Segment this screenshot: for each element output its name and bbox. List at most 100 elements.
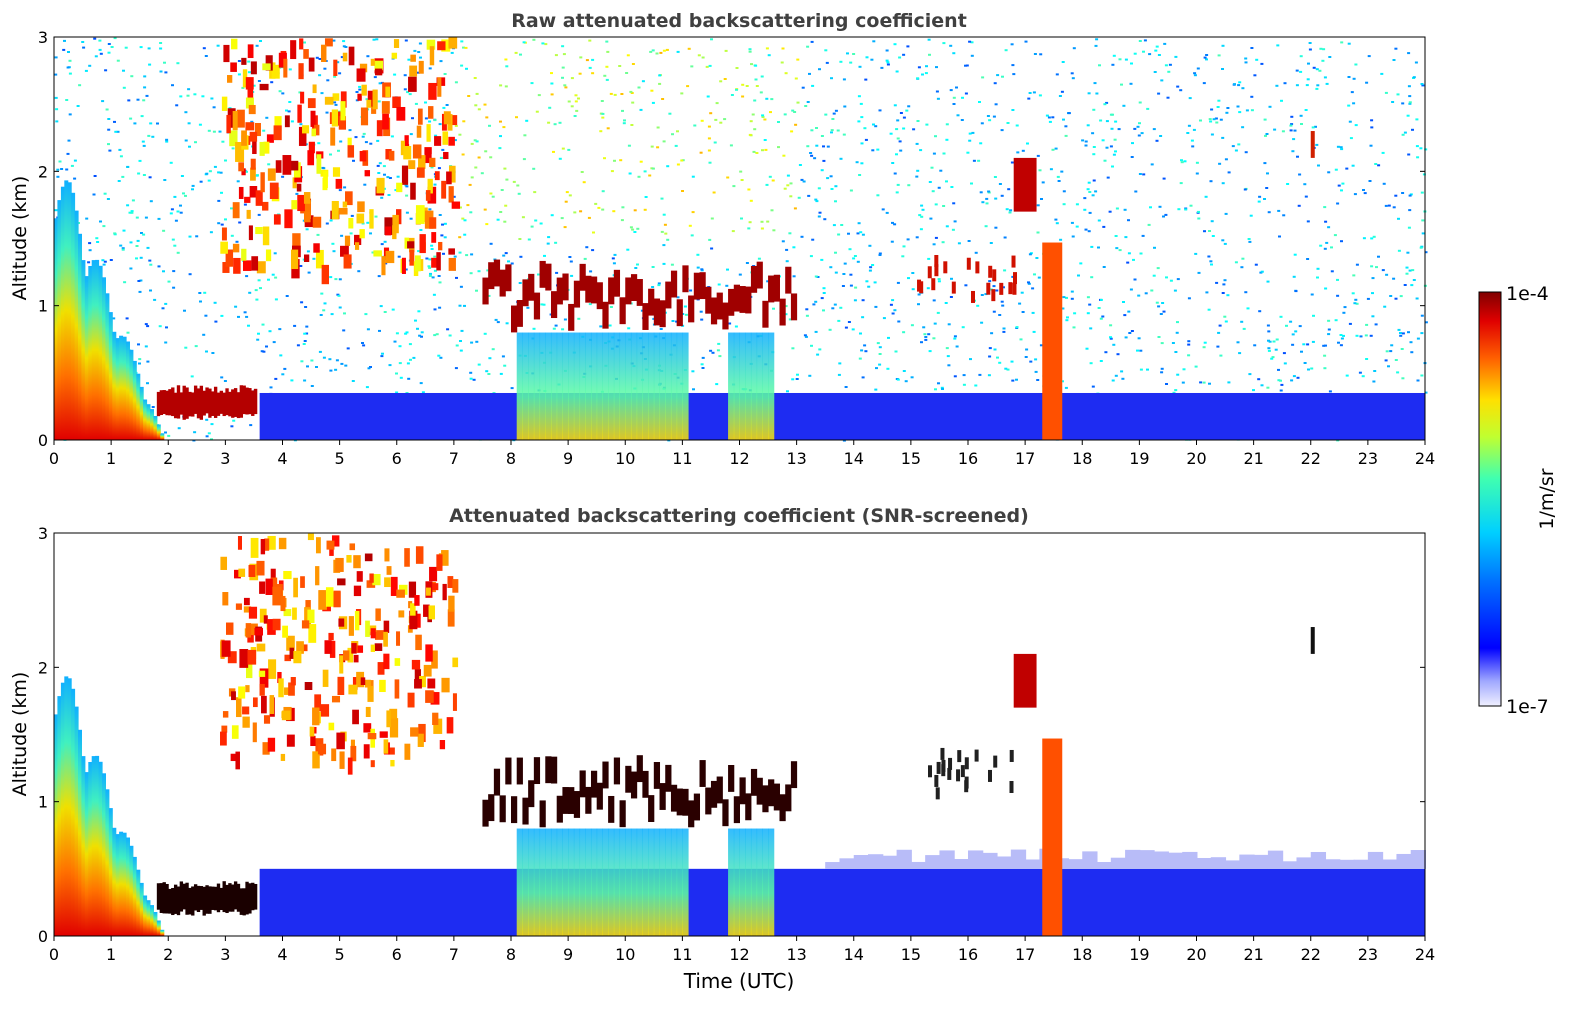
noise-speckle <box>800 178 804 181</box>
noise-speckle <box>749 199 753 202</box>
cloud-cell <box>325 587 334 607</box>
noise-speckle <box>104 69 108 72</box>
noise-speckle <box>860 142 864 145</box>
cloud-cell <box>360 107 369 126</box>
noise-speckle <box>741 95 745 98</box>
noise-speckle <box>817 215 821 218</box>
boundary-layer-fringe <box>1125 849 1141 869</box>
noise-speckle <box>753 99 757 102</box>
noise-speckle <box>303 332 307 335</box>
noise-speckle <box>905 109 909 112</box>
boundary-layer-fringe <box>968 850 984 869</box>
noise-speckle <box>179 211 183 214</box>
noise-speckle <box>886 367 890 370</box>
noise-speckle <box>173 195 177 198</box>
noise-speckle <box>1195 161 1199 164</box>
cloud-cell <box>383 620 390 633</box>
noise-speckle <box>1154 49 1158 52</box>
cloud-cell <box>396 589 405 598</box>
cloud-patch <box>934 254 939 267</box>
noise-speckle <box>1241 126 1245 129</box>
low-aerosol-layer <box>236 883 241 912</box>
cloud-cell <box>429 566 438 582</box>
cloud-cell <box>263 141 270 154</box>
low-aerosol-layer <box>159 390 164 416</box>
noise-speckle <box>103 260 107 263</box>
noise-speckle <box>262 350 266 353</box>
cloud-layer-cell <box>539 800 546 828</box>
noise-speckle <box>92 193 96 196</box>
noise-speckle <box>310 359 314 362</box>
cloud-cell <box>303 254 310 263</box>
cloud-cell <box>289 160 299 171</box>
noise-speckle <box>1355 302 1359 305</box>
cloud-cell <box>264 538 270 551</box>
boundary-layer-fringe <box>1082 851 1098 869</box>
noise-speckle <box>1126 261 1130 264</box>
noise-speckle <box>1403 131 1407 134</box>
noise-speckle <box>65 168 69 171</box>
noise-speckle <box>1061 307 1065 310</box>
noise-speckle <box>1102 266 1106 268</box>
noise-speckle <box>81 41 85 43</box>
cloud-cell <box>417 108 423 125</box>
cloud-cell <box>414 669 421 681</box>
noise-speckle <box>1146 107 1150 110</box>
x-tick-label: 1 <box>106 449 116 468</box>
noise-speckle <box>332 250 336 253</box>
cloud-cell <box>235 751 240 770</box>
noise-speckle <box>1011 109 1015 111</box>
cloud-cell <box>278 678 284 698</box>
boundary-layer-fringe <box>1196 857 1212 869</box>
noise-speckle <box>651 101 655 104</box>
cloud-cell <box>259 83 269 91</box>
noise-speckle <box>1285 324 1288 327</box>
noise-speckle <box>334 103 338 106</box>
cloud-cell <box>372 573 381 586</box>
noise-speckle <box>383 173 386 176</box>
cloud-cell <box>298 63 304 80</box>
noise-speckle <box>649 50 653 53</box>
noise-speckle <box>1342 334 1345 337</box>
noise-speckle <box>535 110 539 113</box>
boundary-layer-fringe <box>853 855 870 869</box>
noise-speckle <box>1424 391 1428 394</box>
noise-speckle <box>1394 47 1398 50</box>
noise-speckle <box>1085 347 1089 350</box>
noise-speckle <box>690 65 694 68</box>
noise-speckle <box>936 311 940 314</box>
noise-speckle <box>1091 385 1095 388</box>
noise-speckle <box>1384 91 1388 94</box>
noise-speckle <box>164 302 168 305</box>
noise-speckle <box>760 75 764 78</box>
cloud-layer-cell <box>750 768 758 796</box>
boundary-layer-fringe <box>996 856 1012 869</box>
cloud-cell <box>451 201 461 209</box>
noise-speckle <box>147 47 151 50</box>
noise-speckle <box>237 73 241 76</box>
virga-column <box>528 828 535 936</box>
noise-speckle <box>1182 368 1186 371</box>
noise-speckle <box>1238 111 1242 114</box>
cloud-cell <box>447 609 455 627</box>
noise-speckle <box>1064 386 1068 389</box>
boundary-layer <box>259 392 1425 440</box>
cloud-cell <box>223 44 230 63</box>
cloud-layer-cell <box>762 785 769 813</box>
noise-speckle <box>406 362 410 365</box>
noise-speckle <box>1146 368 1149 371</box>
noise-speckle <box>1290 123 1294 126</box>
noise-speckle <box>810 344 813 347</box>
noise-speckle <box>692 388 695 391</box>
noise-speckle <box>857 222 861 225</box>
cloud-cell <box>410 54 416 62</box>
noise-speckle <box>376 164 380 167</box>
noise-speckle <box>625 72 629 74</box>
noise-speckle <box>1002 330 1006 333</box>
noise-speckle <box>630 92 634 94</box>
noise-speckle <box>804 105 808 107</box>
noise-speckle <box>483 103 487 106</box>
noise-speckle <box>1056 175 1060 178</box>
noise-speckle <box>202 333 206 336</box>
